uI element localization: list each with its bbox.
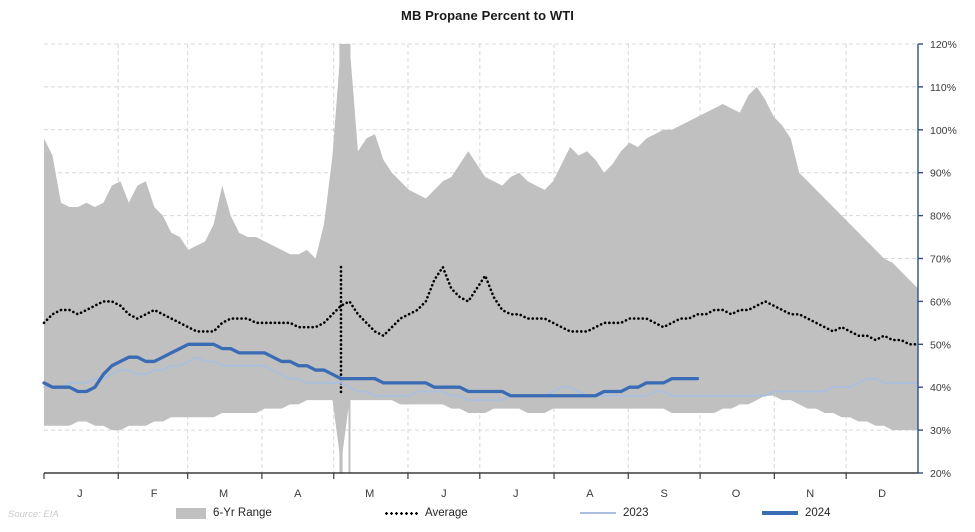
- chart-legend: 6-Yr Range Average 2023 2024: [0, 500, 975, 526]
- series-average-line: [42, 265, 920, 346]
- range-spike: [339, 44, 343, 473]
- series-6yr-range-band: [44, 44, 918, 465]
- chart-plot-area: 20% 30% 40% 50% 60% 70% 80% 90% 100% 110% 120% J F M A…: [42, 39, 957, 500]
- y-axis-tick-label: 20%: [930, 468, 951, 480]
- legend-swatch-band: [176, 507, 206, 519]
- chart-title: MB Propane Percent to WTI: [401, 8, 574, 23]
- x-axis-tick-label: M: [219, 488, 228, 500]
- series-2024-line: [42, 342, 700, 398]
- x-axis-tick-label: S: [661, 488, 668, 500]
- source-note: Source: EIA: [8, 509, 59, 520]
- legend-swatch-dotted: [384, 511, 418, 515]
- x-axis-tick-label: J: [441, 488, 447, 500]
- legend-item-6yr-range[interactable]: 6-Yr Range: [176, 500, 272, 526]
- legend-item-2023[interactable]: 2023: [580, 500, 649, 526]
- x-axis-tick-label: J: [77, 488, 83, 500]
- x-axis-tick-label: O: [732, 488, 741, 500]
- y-axis-tick-label: 100%: [930, 125, 957, 137]
- y-axis-tick-label: 30%: [930, 425, 951, 437]
- x-axis-tick-label: M: [365, 488, 374, 500]
- x-axis-tick-label: J: [513, 488, 519, 500]
- legend-label-2024: 2024: [805, 507, 831, 519]
- y-axis-tick-label: 90%: [930, 168, 951, 180]
- x-axis-tick-label: A: [294, 488, 302, 500]
- x-axis-tick-label: N: [806, 488, 814, 500]
- y-axis-tick-label: 50%: [930, 339, 951, 351]
- legend-item-2024[interactable]: 2024: [762, 500, 831, 526]
- x-axis-tick-label: A: [586, 488, 594, 500]
- range-spike: [348, 44, 351, 473]
- y-axis-tick-label: 40%: [930, 382, 951, 394]
- series-2023-line: [43, 356, 919, 401]
- y-axis-tick-label: 60%: [930, 296, 951, 308]
- legend-label-6yr-range: 6-Yr Range: [213, 507, 272, 519]
- y-axis-tick-label: 110%: [930, 82, 956, 94]
- y-axis-tick-label: 120%: [930, 39, 957, 51]
- legend-item-average[interactable]: Average: [384, 500, 468, 526]
- y-axis-tick-label: 80%: [930, 211, 951, 223]
- x-axis-tick-label: F: [151, 488, 158, 500]
- legend-label-average: Average: [425, 507, 468, 519]
- legend-swatch-2024: [762, 511, 798, 515]
- legend-swatch-2023: [580, 512, 616, 514]
- x-axis-tick-label: D: [878, 488, 886, 500]
- y-axis-tick-label: 70%: [930, 254, 951, 266]
- legend-label-2023: 2023: [623, 507, 649, 519]
